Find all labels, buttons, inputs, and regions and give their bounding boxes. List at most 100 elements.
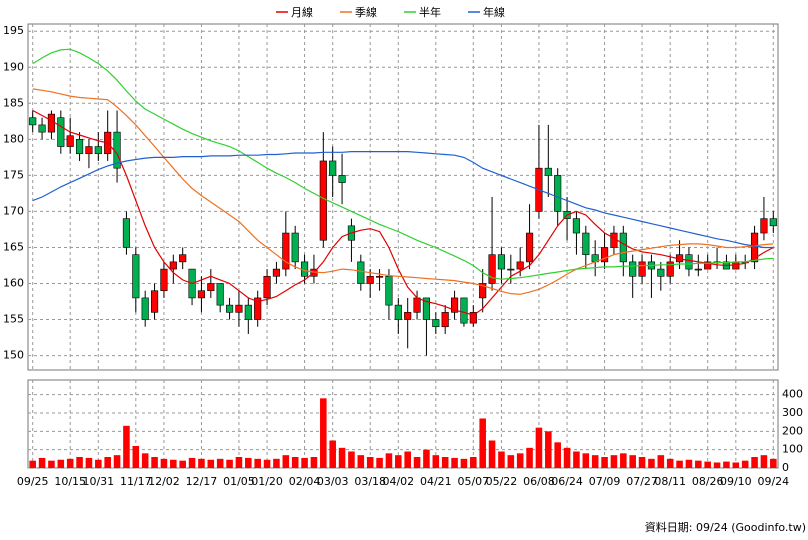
y-tick-label: 150 — [3, 349, 24, 362]
candle-body — [225, 304, 234, 313]
x-tick-label: 03/03 — [317, 475, 349, 488]
ma-line — [32, 109, 774, 316]
candle-body — [94, 146, 102, 155]
candle-body — [572, 218, 581, 234]
candle-body — [141, 297, 149, 320]
volume-bar — [245, 457, 252, 468]
candle-body — [329, 160, 337, 176]
y2-tick-label: 0 — [782, 461, 789, 474]
x-tick-label: 06/08 — [523, 475, 555, 488]
x-tick-label: 12/17 — [186, 475, 218, 488]
candle-body — [600, 247, 609, 263]
volume-bar — [385, 453, 393, 468]
volume-bar — [760, 455, 768, 468]
volume-bar — [413, 457, 421, 468]
candle-body — [254, 297, 262, 320]
x-tick-label: 03/18 — [354, 475, 386, 488]
volume-bar — [620, 453, 627, 468]
volume-bar — [516, 453, 524, 468]
candle-body — [404, 312, 412, 320]
y-tick-label: 185 — [3, 96, 24, 109]
candle-body — [272, 268, 281, 277]
x-tick-label: 09/25 — [17, 475, 49, 488]
candle-body — [629, 261, 637, 277]
volume-bar — [741, 460, 749, 468]
y2-tick-label: 300 — [782, 406, 803, 419]
volume-bar — [57, 459, 65, 468]
candle-body — [75, 139, 84, 155]
y-tick-label: 160 — [3, 277, 24, 290]
candle-body — [450, 297, 459, 313]
volume-bar — [554, 442, 561, 468]
candle-body — [488, 254, 496, 284]
volume-bar — [357, 455, 365, 468]
x-tick-label: 09/10 — [720, 475, 752, 488]
volume-bar — [235, 457, 243, 468]
volume-bar — [66, 458, 74, 468]
candle-body — [657, 268, 665, 277]
ma-line — [32, 151, 774, 249]
legend-label: 月線 — [291, 5, 313, 19]
volume-bar — [582, 453, 590, 468]
x-tick-label: 11/17 — [120, 475, 152, 488]
price-panel — [27, 23, 779, 371]
candle-body — [319, 160, 327, 241]
legend-label: 半年 — [419, 5, 441, 19]
legend-label: 年線 — [483, 5, 505, 19]
candle-body — [338, 175, 346, 183]
candle-body — [132, 254, 140, 299]
candle-body — [413, 297, 421, 313]
volume-bar — [545, 431, 552, 468]
candle-body — [169, 261, 177, 270]
volume-bar — [770, 458, 777, 468]
candle-body — [497, 254, 506, 270]
volume-bar — [535, 427, 543, 468]
volume-bar — [563, 447, 571, 468]
volume-bar — [610, 455, 618, 468]
volume-bar — [601, 457, 608, 468]
x-tick-label: 07/27 — [626, 475, 658, 488]
y-tick-label: 165 — [3, 240, 24, 253]
candle-body — [291, 232, 299, 263]
candle-body — [507, 268, 515, 271]
volume-bar — [732, 462, 740, 468]
volume-bar — [460, 458, 468, 468]
volume-bar — [29, 460, 36, 468]
candle-body — [432, 319, 440, 328]
volume-bar — [432, 455, 440, 468]
x-tick-label: 05/07 — [457, 475, 489, 488]
volume-bar — [404, 451, 411, 468]
volume-bar — [254, 458, 261, 468]
volume-bar — [573, 451, 580, 468]
volume-bar — [216, 458, 224, 468]
volume-bar — [648, 458, 655, 468]
x-tick-label: 12/02 — [148, 475, 180, 488]
candle-body — [357, 261, 365, 284]
volume-bar — [713, 462, 721, 468]
volume-bar — [310, 457, 318, 468]
volume-bar — [395, 455, 402, 468]
volume-bar — [85, 457, 93, 468]
candle-body — [66, 135, 74, 147]
candle-body — [544, 167, 552, 176]
volume-bar — [48, 460, 55, 468]
candle-body — [525, 232, 534, 263]
y2-tick-label: 100 — [782, 443, 803, 456]
volume-bar — [666, 458, 674, 468]
volume-bar — [320, 398, 327, 468]
volume-bar — [441, 457, 449, 468]
volume-bar — [526, 447, 533, 468]
candle-body — [694, 268, 702, 271]
candle-body — [666, 261, 674, 277]
volume-bar — [376, 457, 383, 468]
volume-bar — [141, 453, 149, 468]
candle-body — [619, 232, 627, 263]
x-tick-label: 06/24 — [551, 475, 583, 488]
candle-body — [385, 275, 393, 306]
volume-bar — [507, 455, 515, 468]
x-tick-label: 04/21 — [420, 475, 452, 488]
y-tick-label: 155 — [3, 313, 24, 326]
candle-body — [263, 275, 271, 299]
candle-body — [160, 268, 168, 292]
y-tick-label: 175 — [3, 168, 24, 181]
